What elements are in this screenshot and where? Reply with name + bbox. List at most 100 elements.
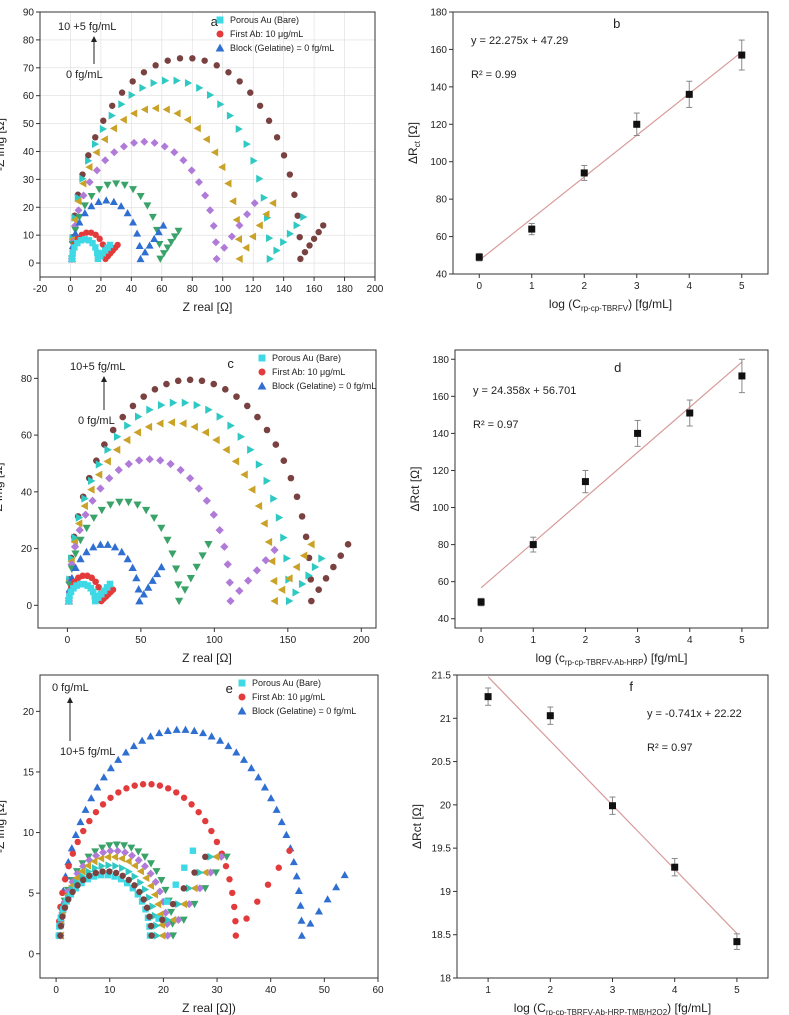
data-point (70, 215, 79, 224)
data-point (148, 781, 155, 788)
y-tick-label: 20 (440, 800, 452, 811)
y-axis-label: ΔRct [Ω] (406, 122, 422, 164)
x-tick-label: 200 (367, 284, 384, 295)
data-point (83, 229, 90, 236)
y-tick-label: 80 (21, 374, 33, 385)
points (477, 358, 746, 607)
series-cyan (65, 580, 114, 605)
y-tick-label: 21 (440, 714, 452, 725)
data-point (180, 586, 190, 594)
r-squared: R² = 0.97 (647, 742, 693, 754)
data-point (103, 457, 111, 466)
data-point (190, 900, 199, 909)
data-point (106, 846, 115, 855)
data-point (196, 83, 204, 92)
data-point (136, 254, 145, 263)
data-point (233, 393, 240, 400)
data-point (179, 419, 187, 428)
data-point (164, 915, 172, 924)
data-point (237, 432, 246, 441)
data-point (94, 249, 101, 257)
chart-c: 0 50 100 150 200 0 20 40 60 80 Z real [Ω] -Z img [Ω… (0, 349, 377, 665)
x-tick-label: 4 (687, 635, 693, 646)
legend-marker (257, 381, 267, 390)
data-point (215, 526, 224, 535)
data-point (140, 137, 149, 146)
data-point (96, 854, 105, 863)
x-tick-label: 0 (478, 635, 484, 646)
data-point (201, 191, 210, 200)
data-point (146, 405, 154, 414)
data-point (75, 513, 84, 522)
data-point (174, 597, 184, 606)
annotation-bottom: 0 fg/mL (78, 415, 115, 427)
x-tick-label: 30 (211, 985, 223, 996)
data-point (96, 540, 105, 548)
data-point (66, 592, 73, 600)
data-point (109, 586, 117, 594)
data-point (92, 231, 99, 238)
data-point (77, 867, 86, 876)
data-point (91, 864, 100, 873)
data-point (146, 913, 153, 920)
data-point (322, 575, 330, 582)
data-point (307, 540, 315, 549)
data-point (297, 931, 306, 939)
data-point (256, 102, 264, 109)
data-point (174, 915, 183, 924)
data-point (101, 156, 110, 165)
legend-marker (238, 693, 246, 701)
data-point (80, 501, 88, 511)
data-point (185, 474, 195, 483)
x-tick-label: 60 (156, 284, 168, 295)
data-point (247, 89, 254, 96)
y-tick-label: 160 (430, 45, 447, 56)
data-point (634, 429, 642, 437)
data-point (100, 117, 107, 124)
data-point (172, 881, 179, 888)
data-point (202, 853, 209, 860)
data-point (218, 163, 226, 172)
data-point (139, 590, 148, 598)
data-point (202, 817, 209, 825)
data-point (119, 142, 128, 151)
y-axis-label: ΔRct [Ω] (410, 804, 424, 849)
data-point (95, 460, 104, 469)
data-point (196, 868, 204, 877)
data-point (130, 861, 139, 870)
data-point (98, 861, 106, 870)
data-point (85, 156, 93, 165)
x-tick-label: 2 (583, 635, 589, 646)
data-point (74, 838, 81, 846)
data-point (99, 848, 108, 857)
data-point (243, 402, 251, 410)
data-point (222, 862, 230, 870)
data-point (156, 910, 164, 919)
data-point (75, 218, 84, 226)
data-point (128, 851, 137, 860)
data-point (308, 597, 315, 605)
data-point (286, 229, 295, 238)
data-point (211, 869, 220, 877)
data-point (160, 142, 169, 151)
data-point (156, 419, 164, 428)
data-point (198, 377, 206, 385)
series-cyan (68, 236, 114, 263)
data-point (252, 566, 262, 575)
data-point (86, 872, 93, 879)
y-tick-label: 80 (438, 540, 450, 551)
data-point (114, 465, 123, 475)
data-point (163, 726, 172, 734)
panel-label: e (226, 681, 233, 696)
data-point (255, 460, 264, 469)
data-point (155, 915, 162, 922)
plot-frame (39, 11, 376, 278)
y-tick-label: 180 (432, 355, 449, 366)
legend-marker (237, 706, 247, 715)
data-point (248, 485, 256, 494)
plot-frame (454, 349, 769, 629)
data-point (179, 156, 188, 165)
data-point (147, 860, 156, 868)
y-tick-label: 180 (430, 8, 447, 19)
data-point (240, 470, 248, 479)
